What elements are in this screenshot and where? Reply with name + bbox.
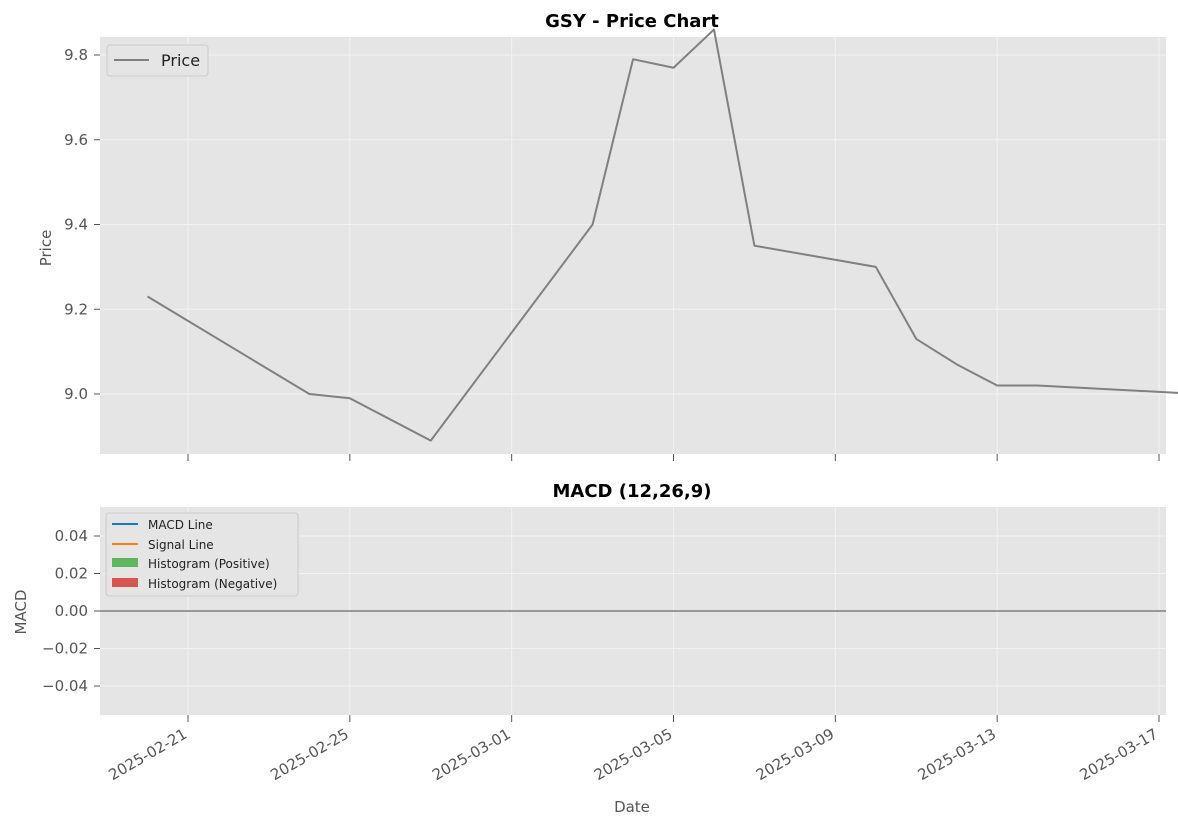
macd-legend-label-hist-negative: Histogram (Negative) [148, 577, 277, 591]
price-y-tick-label: 9.4 [64, 216, 88, 234]
x-tick-label: 2025-02-21 [105, 725, 190, 784]
macd-y-axis-label: MACD [12, 590, 30, 635]
x-tick-label: 2025-03-09 [753, 725, 838, 784]
x-tick-label: 2025-03-17 [1076, 725, 1161, 784]
x-tick-label: 2025-03-01 [429, 725, 514, 784]
macd-y-tick-label: 0.00 [55, 602, 88, 620]
macd-legend-label-macd-line: MACD Line [148, 518, 213, 532]
price-legend-box [106, 44, 209, 77]
macd-legend-swatch-hist-negative [112, 578, 138, 587]
price-y-tick-label: 9.2 [64, 300, 88, 318]
macd-legend-label-signal-line: Signal Line [148, 538, 214, 552]
price-lines [147, 28, 1178, 442]
macd-x-ticks: 2025-02-21 2025-02-25 2025-03-01 2025-03-05… [105, 715, 1161, 784]
macd-y-ticks: 0.04 0.02 0.00 −0.02 −0.04 [42, 527, 100, 695]
price-y-tick-label: 9.8 [64, 46, 88, 64]
macd-legend-swatch-hist-positive [112, 558, 138, 567]
price-legend-label: Price [161, 51, 200, 70]
x-axis-label: Date [614, 798, 650, 816]
macd-y-tick-label: −0.02 [42, 640, 88, 658]
price-chart-title: GSY - Price Chart [545, 11, 719, 32]
macd-legend-label-hist-positive: Histogram (Positive) [148, 557, 270, 571]
price-series-line [147, 28, 1178, 442]
price-plot-area [100, 37, 1166, 454]
price-legend: Price [106, 44, 209, 77]
macd-y-tick-label: 0.02 [55, 565, 88, 583]
price-y-tick-label: 9.0 [64, 385, 88, 403]
price-y-tick-label: 9.6 [64, 131, 88, 149]
x-tick-label: 2025-03-05 [591, 725, 676, 784]
macd-legend: MACD Line Signal Line Histogram (Positiv… [105, 512, 299, 597]
price-panel: GSY - Price Chart 9.09.29.49.69.8 Price … [37, 11, 1178, 461]
price-grid [100, 37, 1166, 454]
x-tick-label: 2025-03-13 [915, 725, 1000, 784]
price-x-ticks [187, 454, 1160, 461]
macd-y-tick-label: 0.04 [55, 527, 88, 545]
price-y-axis-label: Price [37, 230, 55, 267]
price-y-ticks: 9.0 9.2 9.4 9.6 9.8 [64, 46, 100, 403]
x-tick-label: 2025-02-25 [267, 725, 352, 784]
macd-y-tick-label: −0.04 [42, 677, 88, 695]
macd-panel: MACD (12,26,9) 0.04 0.02 0.00 −0.02 −0.04 20… [12, 481, 1166, 816]
macd-legend-box [105, 512, 299, 597]
macd-chart-title: MACD (12,26,9) [552, 481, 711, 502]
